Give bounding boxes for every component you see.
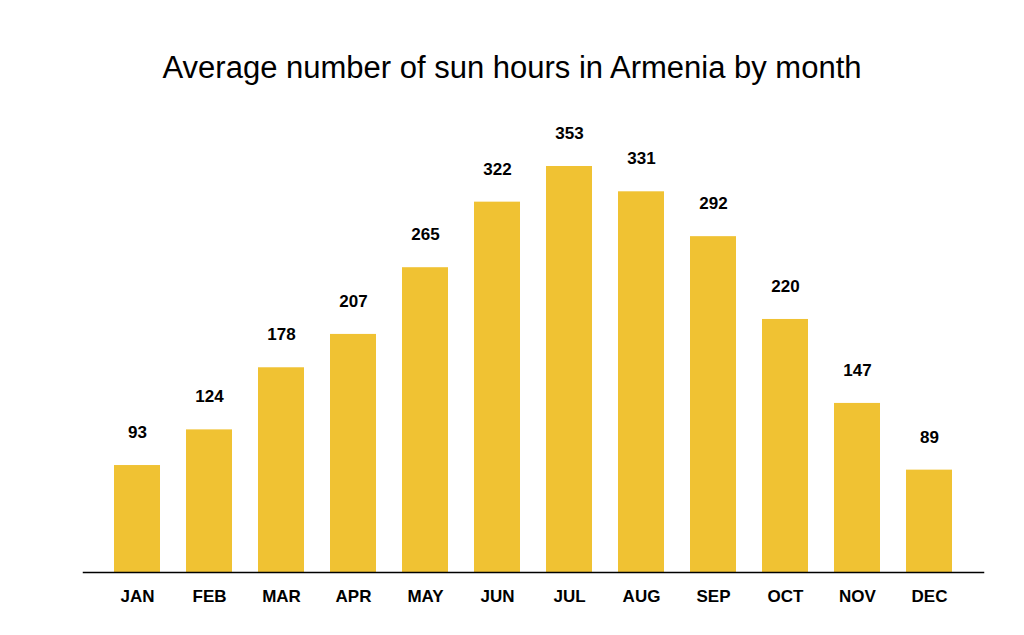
svg-text:JUL: JUL [553, 587, 585, 606]
svg-text:NOV: NOV [839, 587, 877, 606]
svg-text:220: 220 [771, 277, 799, 296]
svg-text:124: 124 [195, 387, 224, 406]
svg-text:SEP: SEP [696, 587, 730, 606]
svg-text:FEB: FEB [193, 587, 227, 606]
svg-text:292: 292 [699, 194, 727, 213]
svg-text:178: 178 [267, 325, 295, 344]
html-text:Average number of sun hours in: Average number of sun hours in Armenia b… [162, 50, 862, 85]
svg-text:JUN: JUN [480, 587, 514, 606]
svg-text:207: 207 [339, 292, 367, 311]
svg-text:OCT: OCT [768, 587, 805, 606]
svg-text:93: 93 [128, 423, 147, 442]
svg-text:265: 265 [411, 225, 439, 244]
svg-text:MAY: MAY [407, 587, 444, 606]
svg-text:331: 331 [627, 149, 655, 168]
svg-text:322: 322 [483, 160, 511, 179]
svg-text:353: 353 [555, 124, 583, 143]
svg-text:AUG: AUG [623, 587, 661, 606]
svg-text:MAR: MAR [262, 587, 301, 606]
svg-text:DEC: DEC [912, 587, 948, 606]
svg-text:89: 89 [920, 428, 939, 447]
svg-text:JAN: JAN [120, 587, 154, 606]
svg-text:147: 147 [843, 361, 871, 380]
svg-text:APR: APR [336, 587, 372, 606]
